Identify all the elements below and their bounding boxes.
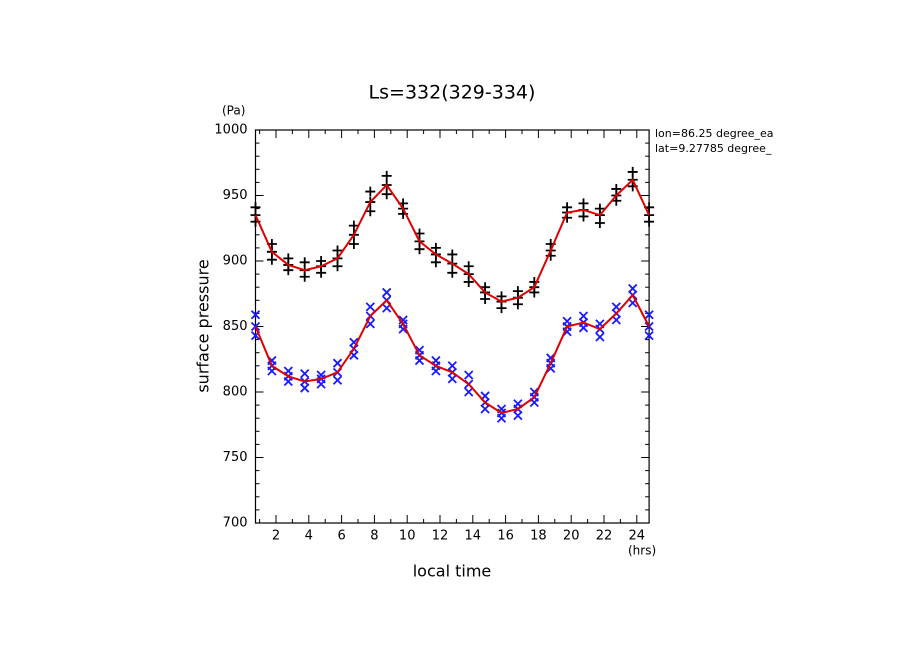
y-tick-label: 950 — [223, 188, 248, 203]
data-point — [365, 206, 376, 217]
y-unit: (Pa) — [222, 104, 245, 118]
data-point — [332, 375, 343, 385]
data-point — [382, 287, 392, 298]
data-point — [381, 189, 392, 200]
data-point — [595, 332, 605, 342]
annotation: lon=86.25 degree_ea — [655, 127, 774, 140]
data-point — [447, 267, 458, 278]
data-point — [250, 310, 261, 320]
y-tick-label: 700 — [223, 516, 248, 531]
data-point — [447, 249, 458, 260]
data-point — [250, 321, 261, 332]
x-unit: (hrs) — [628, 544, 656, 558]
data-point — [300, 369, 310, 379]
x-axis-label: local time — [413, 562, 492, 581]
annotation: lat=9.27785 degree_ — [655, 142, 772, 155]
y-tick-label: 850 — [223, 319, 248, 334]
data-point — [398, 315, 408, 325]
data-point — [464, 387, 474, 397]
data-point — [348, 238, 359, 249]
y-tick-label: 750 — [223, 450, 248, 465]
x-tick-label: 16 — [497, 529, 514, 544]
y-axis-label: surface pressure — [194, 259, 213, 392]
data-point — [644, 310, 654, 320]
y-tick-label: 800 — [223, 385, 248, 400]
data-point — [464, 370, 474, 380]
data-point — [644, 331, 654, 341]
x-tick-label: 2 — [272, 529, 280, 544]
x-tick-label: 20 — [563, 529, 580, 544]
x-tick-label: 6 — [337, 529, 345, 544]
mean-line — [254, 293, 650, 415]
mean-line — [254, 178, 651, 303]
x-tick-label: 22 — [596, 529, 613, 544]
chart-title: Ls=332(329-334) — [369, 82, 536, 104]
x-tick-label: 14 — [465, 529, 482, 544]
data-point — [365, 186, 376, 197]
plot-frame — [254, 129, 650, 524]
y-tick-label: 1000 — [214, 123, 247, 138]
data-point — [381, 170, 392, 181]
data-point — [365, 302, 375, 312]
x-tick-label: 8 — [370, 529, 378, 544]
x-tick-label: 18 — [530, 529, 547, 544]
data-point — [332, 358, 343, 368]
x-tick-label: 24 — [629, 529, 646, 544]
x-tick-label: 4 — [305, 529, 313, 544]
x-tick-label: 10 — [399, 529, 416, 544]
data-point — [348, 220, 359, 231]
y-tick-label: 900 — [223, 254, 248, 269]
x-tick-label: 12 — [432, 529, 449, 544]
